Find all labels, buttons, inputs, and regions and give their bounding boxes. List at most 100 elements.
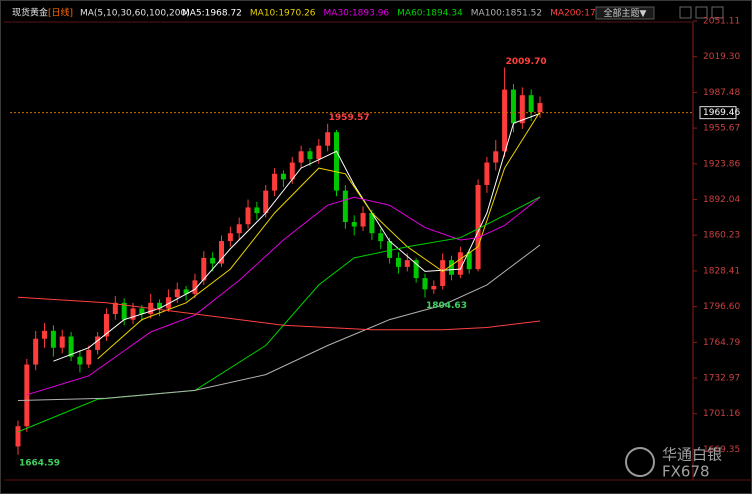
- candle-body: [395, 257, 401, 267]
- candle-body: [272, 173, 278, 191]
- candle-body: [351, 222, 357, 227]
- candle-body: [316, 145, 322, 160]
- icon-button[interactable]: [679, 6, 692, 19]
- candle-body: [475, 184, 481, 270]
- y-tick-label: 1860.23: [703, 231, 740, 241]
- icon-button[interactable]: [711, 6, 724, 19]
- candle-body: [42, 330, 48, 339]
- ma-line: [26, 196, 541, 396]
- candle-body: [510, 89, 516, 124]
- candle-body: [254, 207, 260, 214]
- candle-body: [519, 95, 525, 124]
- y-tick-label: 1732.97: [703, 374, 740, 384]
- candle-body: [440, 260, 446, 286]
- candle-body: [422, 278, 428, 290]
- y-tick-label: 1796.60: [703, 302, 740, 312]
- legend-entry: MA60:1894.34: [397, 9, 463, 19]
- candle-body: [15, 426, 21, 447]
- candle-body: [227, 233, 233, 242]
- candle-body: [174, 289, 180, 298]
- candle-body: [502, 89, 508, 152]
- y-tick-label: 1669.35: [703, 445, 740, 455]
- candle-body: [139, 308, 145, 315]
- candle-body: [236, 224, 242, 234]
- candle-body: [325, 132, 331, 146]
- y-tick-label: 1955.67: [703, 124, 740, 134]
- ma-line: [97, 111, 541, 360]
- candle-body: [77, 356, 83, 365]
- candle-body: [86, 349, 92, 365]
- ma-line: [17, 296, 541, 331]
- y-tick-label: 1987.48: [703, 88, 740, 98]
- candle-body: [431, 285, 437, 290]
- watermark-logo: [625, 447, 655, 477]
- y-tick-label: 1828.41: [703, 266, 740, 276]
- candle-body: [298, 151, 304, 163]
- candle-body: [369, 213, 375, 234]
- candle-body: [103, 314, 109, 337]
- candle-body: [528, 95, 534, 113]
- candle-body: [404, 260, 410, 267]
- candle-body: [24, 364, 30, 427]
- candle-body: [457, 252, 463, 275]
- price-annotation: 2009.70: [506, 57, 547, 67]
- candle-body: [280, 173, 286, 180]
- candle-body: [449, 260, 455, 275]
- candle-body: [493, 151, 499, 163]
- plot-area: 2051.11 2019.30 1987.48 1955.67 1923.86 1892.…: [10, 17, 740, 468]
- candle-body: [413, 260, 419, 279]
- period-label: [日线]: [48, 7, 73, 19]
- y-tick-label: 1701.16: [703, 409, 740, 419]
- candle-body: [360, 213, 366, 227]
- candle-body: [165, 297, 171, 309]
- y-tick-label: 1764.79: [703, 338, 740, 348]
- candle-body: [50, 330, 56, 348]
- candle-body: [210, 257, 216, 264]
- candle-body: [201, 257, 207, 281]
- candle-body: [537, 103, 543, 113]
- candle-body: [59, 336, 65, 348]
- candle-body: [112, 302, 118, 315]
- candle-body: [218, 241, 224, 264]
- ma-line: [17, 244, 541, 401]
- candle-body: [289, 162, 295, 180]
- candle-body: [245, 207, 251, 225]
- y-tick-label: 2051.11: [703, 17, 740, 27]
- y-tick-label: 2019.30: [703, 52, 740, 62]
- y-tick-label: 1892.04: [703, 195, 740, 205]
- candle-body: [33, 338, 39, 365]
- candle-body: [484, 162, 490, 185]
- candle-body: [378, 233, 384, 242]
- watermark-en: FX678: [662, 463, 710, 481]
- candle-body: [130, 308, 136, 320]
- candle-body: [183, 289, 189, 294]
- candle-body: [387, 241, 393, 258]
- watermark-cn: 华通白银: [662, 446, 722, 464]
- icon-button[interactable]: [695, 6, 708, 19]
- candle-body: [157, 302, 163, 309]
- price-annotation: 1804.63: [426, 301, 467, 311]
- candle-body: [68, 336, 74, 357]
- candle-body: [466, 252, 472, 270]
- candle-body: [334, 132, 340, 191]
- candle-body: [342, 190, 348, 223]
- theme-button-label[interactable]: 全部主题▼: [604, 7, 647, 19]
- candle-body: [263, 190, 269, 214]
- legend-entry: MA5:1968.72: [182, 9, 242, 19]
- legend-entry: MA10:1970.26: [250, 9, 316, 19]
- current-price-label: 1969.46: [703, 108, 740, 118]
- y-tick-label: 1923.86: [703, 159, 740, 169]
- chart-title: 现货黄金: [12, 7, 48, 19]
- candle-body: [121, 302, 127, 320]
- legend-entry: MA200:1783.76: [550, 9, 622, 19]
- candle-body: [307, 151, 313, 160]
- current-price-box: [699, 106, 737, 120]
- legend: MA5:1968.72 MA10:1970.26 MA30:1893.96 MA60:…: [182, 9, 622, 19]
- legend-entry: MA100:1851.52: [471, 9, 542, 19]
- theme-button[interactable]: [595, 6, 655, 20]
- legend-entry: MA30:1893.96: [324, 9, 390, 19]
- indicator-label: MA(5,10,30,60,100,200): [80, 9, 190, 19]
